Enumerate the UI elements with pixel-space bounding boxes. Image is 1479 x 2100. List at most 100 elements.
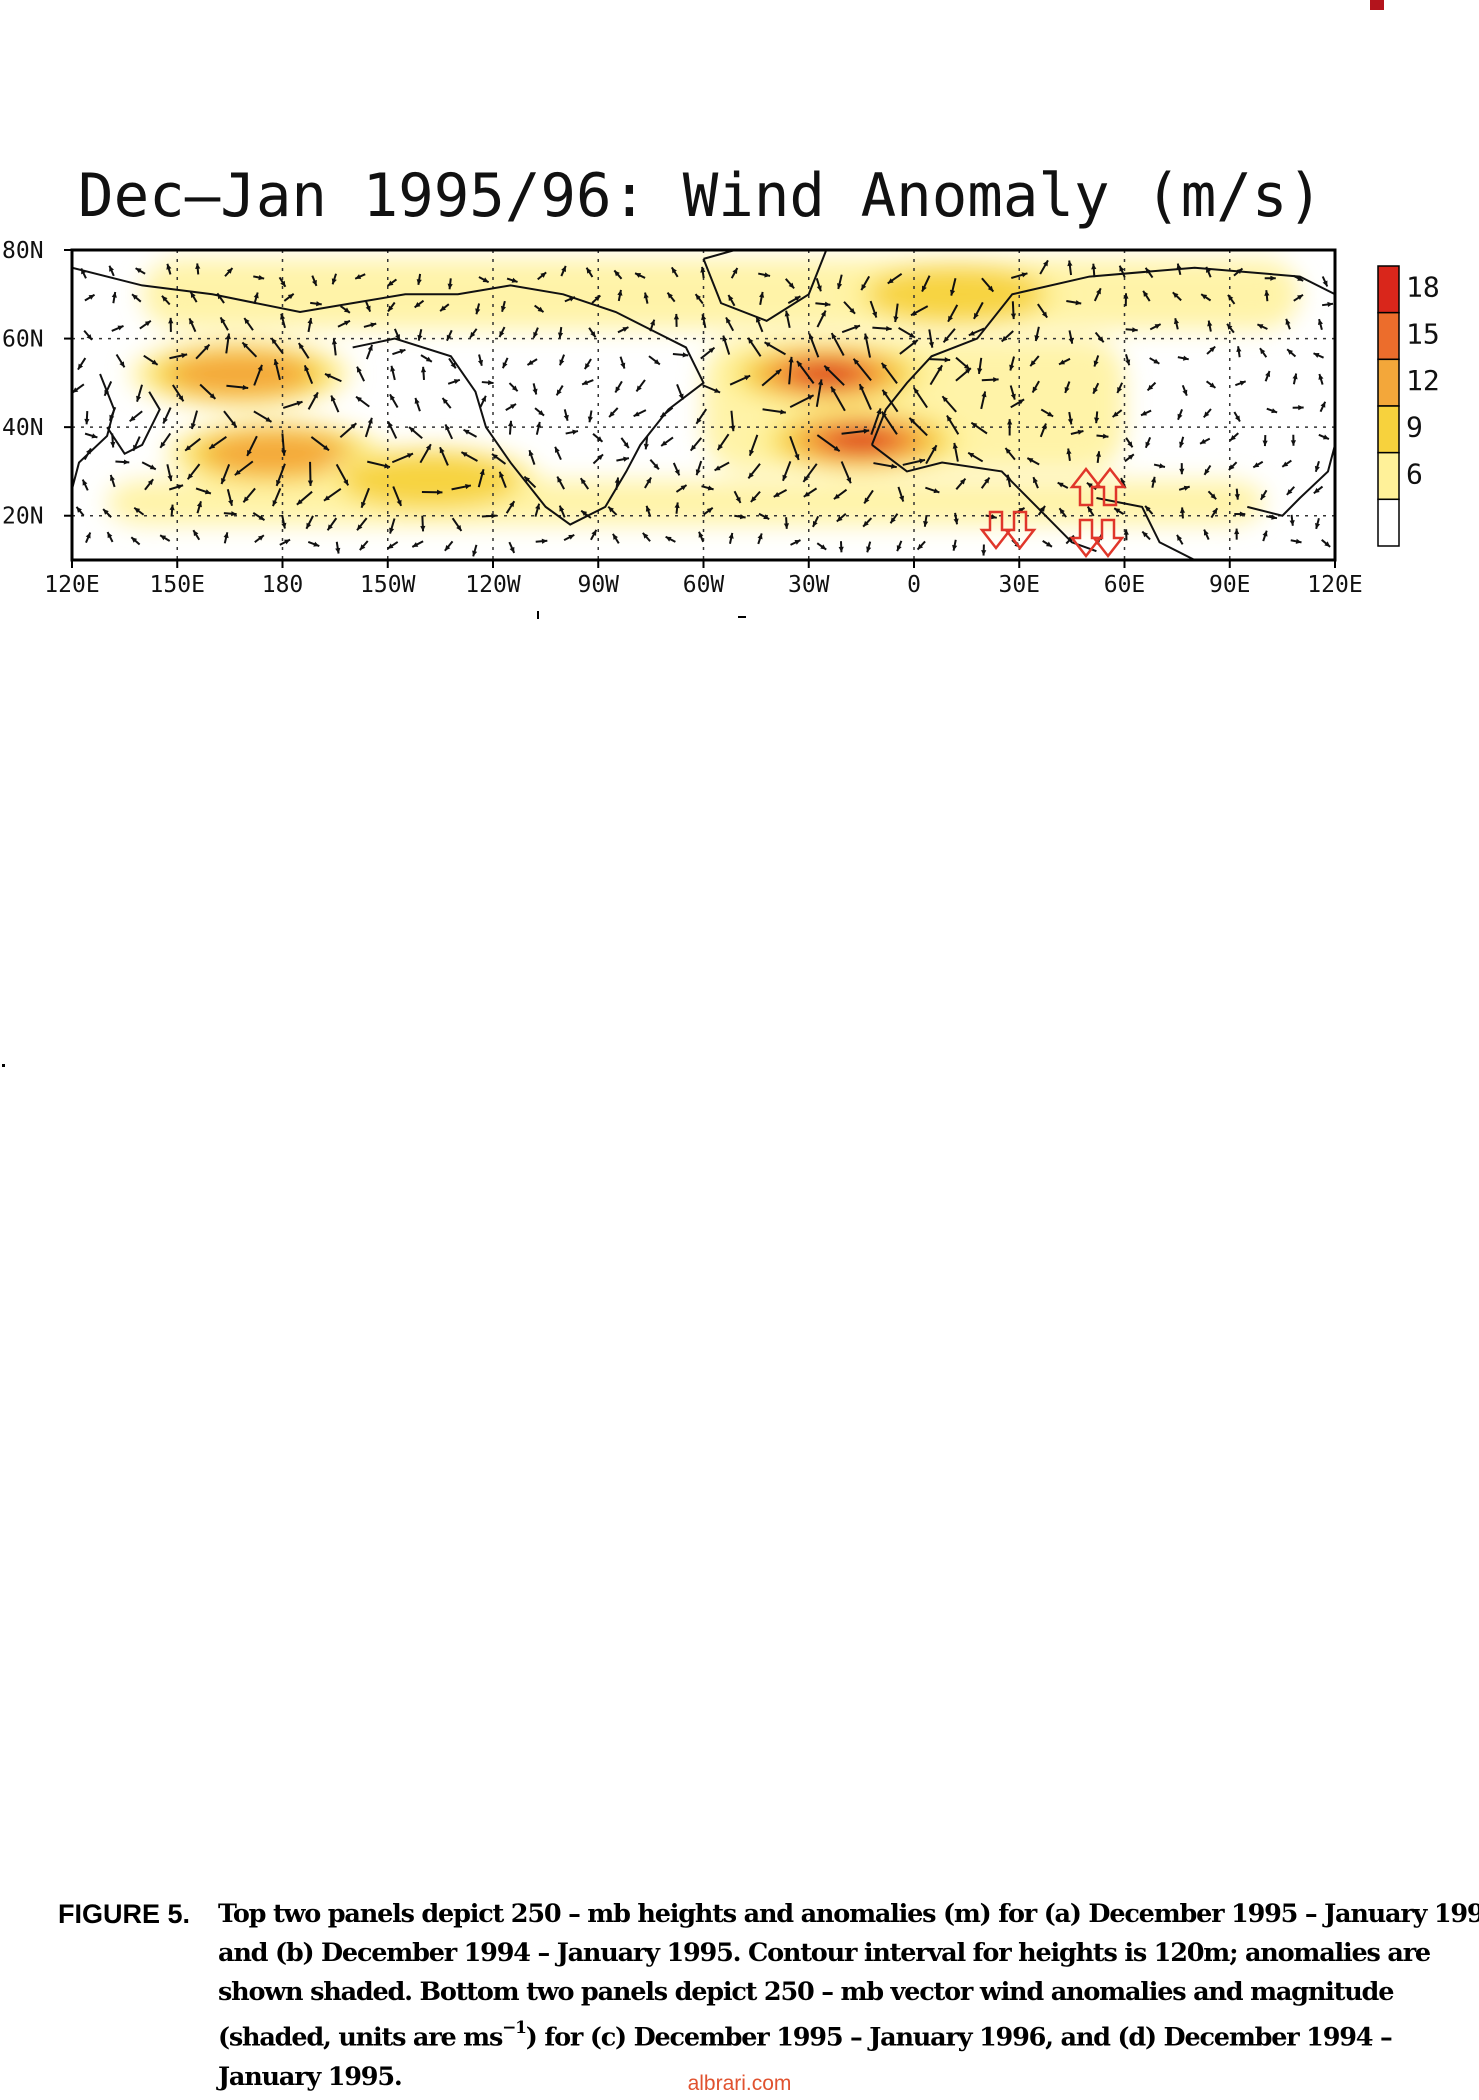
wind-vector-head	[450, 362, 456, 369]
wind-vector-head	[942, 396, 948, 403]
caption-line: and (b) December 1994 – January 1995. Co…	[218, 1938, 1431, 1968]
x-tick-label: 150W	[360, 572, 416, 598]
wind-vector-head	[831, 333, 837, 340]
wind-vector-head	[833, 445, 840, 452]
wind-vector-head	[671, 267, 677, 274]
wind-vector-head	[469, 331, 476, 338]
anomaly-blob	[170, 352, 311, 396]
wind-vector-head	[597, 454, 604, 461]
wind-vector-head	[168, 317, 174, 324]
wind-vector-head	[971, 422, 978, 428]
x-tick-label: 60W	[683, 572, 725, 598]
wind-vector-head	[643, 443, 649, 450]
x-tick-label: 30E	[998, 572, 1040, 598]
wind-vector-head	[1021, 272, 1028, 278]
wind-vector-head	[510, 404, 517, 410]
wind-vector-head	[782, 474, 788, 481]
wind-vector-head	[281, 522, 287, 529]
wind-vector-head	[623, 442, 629, 448]
wind-vector-head	[361, 501, 366, 508]
wind-vector-head	[225, 333, 231, 340]
wind-vector-head	[307, 318, 313, 324]
caption-text: Top two panels depict 250 – mb heights a…	[218, 1895, 1479, 2097]
wind-vector-head	[1112, 411, 1119, 417]
wind-vector-head	[281, 450, 287, 456]
wind-vector-head	[1234, 415, 1240, 422]
wind-vector-head	[1009, 364, 1015, 371]
wind-vector-head	[794, 453, 800, 460]
wind-vector-head	[909, 332, 916, 338]
wind-vector-head	[420, 366, 427, 373]
x-tick-label: 120E	[44, 572, 99, 598]
wind-vector-head	[859, 384, 865, 391]
wind-vector-head	[886, 325, 892, 332]
wind-vector-head	[273, 359, 279, 366]
wind-vector-head	[511, 385, 518, 392]
colorbar-segment	[1377, 498, 1400, 547]
wind-vector-head	[1123, 529, 1129, 535]
wind-vector-head	[1228, 464, 1235, 471]
wind-vector-head	[861, 284, 867, 291]
wind-vector-head	[977, 368, 983, 374]
colorbar: 18 15 12 9 6	[1377, 265, 1440, 547]
wind-vector-head	[952, 442, 958, 449]
wind-vector-head	[1227, 323, 1233, 330]
wind-vector-head	[735, 496, 741, 503]
wind-vector-head	[312, 279, 317, 286]
wind-vector-head	[1234, 493, 1240, 500]
wind-vector-head	[612, 533, 618, 540]
wind-vector-head	[331, 278, 337, 285]
x-tick-label: 150E	[150, 572, 205, 598]
wind-vector-head	[86, 334, 93, 340]
wind-vector-head	[492, 453, 498, 460]
wind-vector-head	[242, 342, 249, 349]
wind-vector-head	[437, 489, 443, 495]
wind-vector-head	[1236, 346, 1242, 353]
wind-vector-head	[1075, 300, 1082, 306]
wind-vector-head	[557, 332, 564, 339]
wind-vector-head	[284, 539, 291, 545]
wind-vector-head	[1010, 313, 1017, 320]
wind-vector-head	[817, 379, 824, 386]
wind-vector-head	[499, 471, 505, 478]
wind-vector-head	[780, 409, 786, 415]
wind-vector-head	[1297, 276, 1304, 281]
wind-vector-head	[615, 386, 621, 393]
hollow-red-arrow	[1069, 466, 1103, 507]
y-tick-label: 40N	[2, 415, 44, 441]
wind-vector-head	[1207, 320, 1213, 327]
wind-vector-head	[177, 484, 184, 490]
caption-line: (shaded, units are ms−1) for (c) Decembe…	[218, 2012, 1468, 2058]
wind-vector-head	[803, 476, 809, 482]
wind-vector-head	[109, 265, 114, 272]
wind-vector-head	[1205, 266, 1211, 273]
wind-vector-head	[1119, 265, 1125, 272]
wind-vector-head	[244, 318, 250, 324]
wind-vector-head	[981, 550, 987, 556]
wind-vector-head	[508, 420, 514, 427]
wind-vector-head	[536, 421, 542, 428]
wind-vector-head	[849, 307, 856, 314]
wind-vector-head	[1153, 358, 1160, 364]
y-tick-label: 80N	[2, 238, 44, 264]
wind-vector-head	[984, 477, 990, 484]
wind-vector-head	[1093, 360, 1099, 367]
wind-vector-head	[917, 543, 924, 550]
wind-vector-head	[614, 270, 620, 277]
wind-vector-head	[472, 550, 478, 557]
wind-vector-head	[1285, 318, 1291, 325]
wind-vector-head	[794, 540, 801, 545]
wind-vector-head	[85, 532, 91, 539]
wind-vector-head	[1209, 346, 1216, 353]
x-tick-label: 90E	[1209, 572, 1251, 598]
wind-vector-head	[91, 433, 98, 439]
wind-vector-head	[331, 338, 338, 345]
wind-vector-head	[1091, 263, 1097, 270]
wind-vector-head	[1132, 327, 1138, 333]
wind-vector-head	[265, 416, 272, 422]
wind-vector-head	[475, 308, 481, 315]
x-tick-label: 30W	[788, 572, 830, 598]
wind-vector-head	[500, 305, 506, 312]
colorbar-segment	[1377, 358, 1400, 407]
coastline	[72, 373, 116, 490]
